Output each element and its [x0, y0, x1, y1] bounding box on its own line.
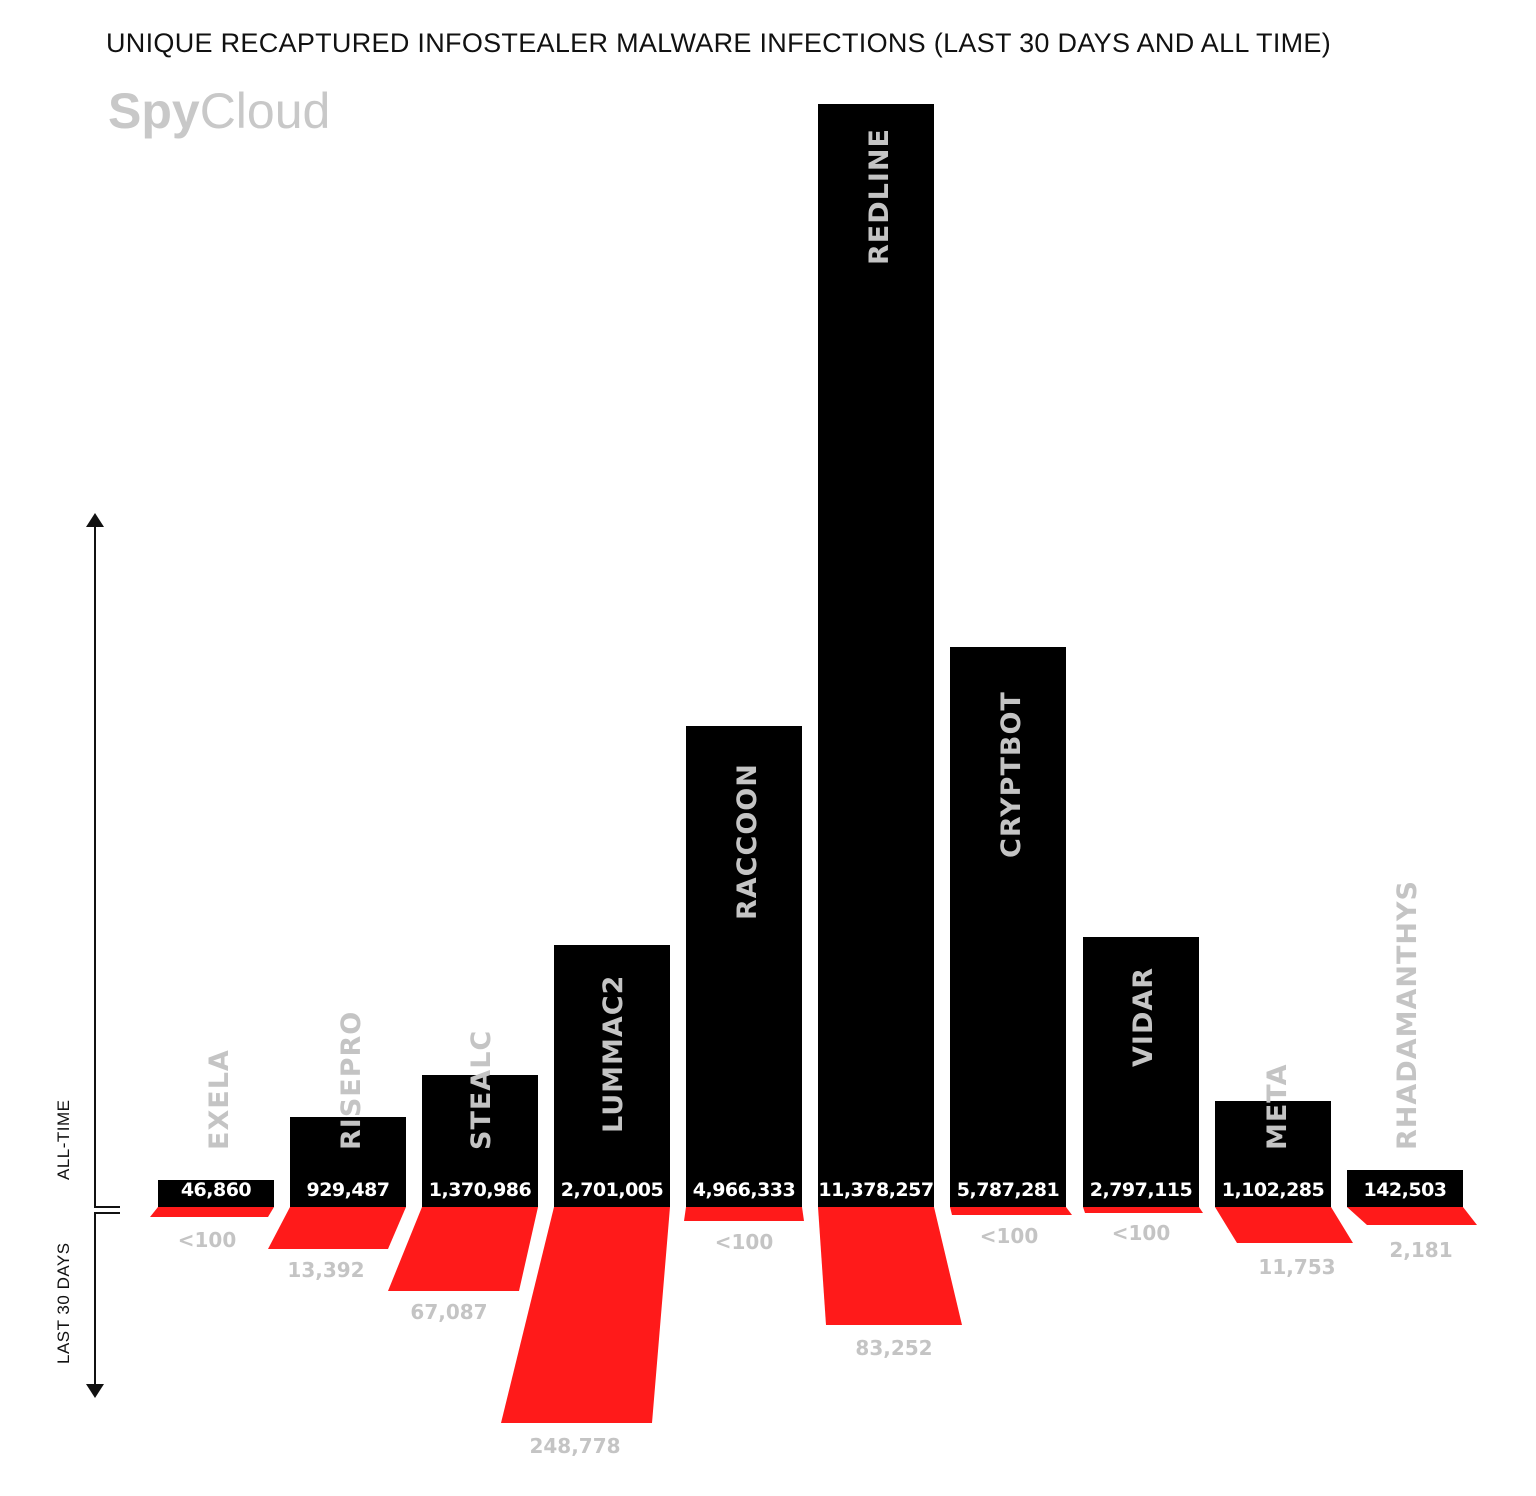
bar-value-all-time: 1,370,986: [428, 1179, 532, 1201]
bar-last-30-days-cryptbot: [950, 1207, 1072, 1215]
logo-light: Cloud: [199, 83, 331, 139]
bar-all-time-redline: 11,378,257: [818, 104, 934, 1207]
bar-value-all-time: 4,966,333: [692, 1179, 796, 1201]
bar-label-rhadamanthys: RHADAMANTHYS: [1392, 880, 1423, 1150]
bar-value-all-time: 929,487: [306, 1179, 390, 1201]
bar-value-all-time: 2,797,115: [1089, 1179, 1193, 1201]
axis-line-up: [94, 525, 96, 1208]
bar-all-time-risepro: 929,487: [290, 1117, 406, 1207]
value-last-30-days: 67,087: [410, 1300, 488, 1324]
bar-label-vidar: VIDAR: [1128, 966, 1159, 1067]
logo-bold: Spy: [108, 83, 200, 139]
value-last-30-days: <100: [177, 1228, 237, 1252]
bar-label-raccoon: RACCOON: [732, 763, 763, 920]
axis-label-all-time: ALL-TIME: [54, 1099, 73, 1180]
bar-value-all-time: 142,503: [1363, 1179, 1447, 1201]
bar-last-30-days-risepro: [268, 1207, 406, 1249]
axis-arrow-up-icon: [86, 513, 104, 527]
bar-last-30-days-stealc: [388, 1207, 538, 1291]
value-last-30-days: 2,181: [1389, 1238, 1453, 1262]
value-last-30-days: <100: [979, 1224, 1039, 1248]
bar-label-redline: REDLINE: [864, 128, 895, 265]
axis-line-down: [94, 1212, 96, 1386]
bar-last-30-days-rhadamanthys: [1347, 1207, 1477, 1225]
axis-tick-down: [94, 1212, 120, 1214]
bar-label-lummac2: LUMMAC2: [598, 974, 629, 1133]
value-last-30-days: <100: [714, 1230, 774, 1254]
bar-all-time-raccoon: 4,966,333: [686, 726, 802, 1207]
bar-label-exela: EXELA: [204, 1049, 235, 1150]
bar-value-all-time: 46,860: [180, 1179, 252, 1201]
bar-last-30-days-meta: [1215, 1207, 1353, 1243]
bar-label-stealc: STEALC: [466, 1029, 497, 1150]
value-last-30-days: <100: [1111, 1221, 1171, 1245]
bar-all-time-rhadamanthys: 142,503: [1347, 1170, 1463, 1207]
bar-value-all-time: 11,378,257: [818, 1179, 934, 1201]
bar-all-time-stealc: 1,370,986: [422, 1075, 538, 1207]
bar-all-time-meta: 1,102,285: [1215, 1101, 1331, 1207]
bar-label-cryptbot: CRYPTBOT: [996, 691, 1027, 858]
bar-last-30-days-exela: [150, 1207, 274, 1217]
bar-all-time-exela: 46,860: [158, 1179, 274, 1207]
value-last-30-days: 11,753: [1258, 1255, 1336, 1279]
bar-label-meta: META: [1262, 1063, 1293, 1150]
bar-last-30-days-redline: [818, 1207, 962, 1325]
spycloud-logo: SpyCloud: [108, 82, 330, 140]
bar-label-risepro: RISEPRO: [336, 1010, 367, 1150]
value-last-30-days: 83,252: [855, 1336, 933, 1360]
axis-label-last-30-days: LAST 30 DAYS: [54, 1242, 73, 1364]
bar-value-all-time: 2,701,005: [560, 1179, 664, 1201]
bar-all-time-vidar: 2,797,115: [1083, 937, 1199, 1207]
bar-last-30-days-vidar: [1083, 1207, 1203, 1213]
chart-title: UNIQUE RECAPTURED INFOSTEALER MALWARE IN…: [106, 28, 1332, 58]
axis-tick-up: [94, 1206, 120, 1208]
bar-value-all-time: 5,787,281: [956, 1179, 1060, 1201]
value-last-30-days: 248,778: [529, 1434, 621, 1458]
bar-last-30-days-raccoon: [684, 1207, 804, 1221]
bar-all-time-cryptbot: 5,787,281: [950, 647, 1066, 1207]
axis-arrow-down-icon: [86, 1384, 104, 1398]
value-last-30-days: 13,392: [287, 1258, 365, 1282]
bar-value-all-time: 1,102,285: [1221, 1179, 1325, 1201]
bar-all-time-lummac2: 2,701,005: [554, 945, 670, 1207]
